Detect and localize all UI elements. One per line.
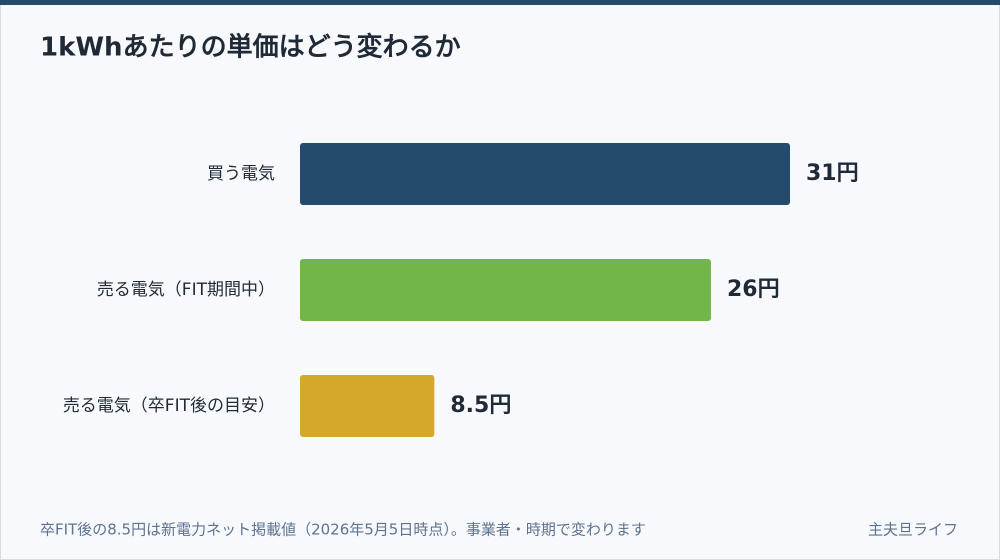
top-border <box>0 0 1000 5</box>
value-label: 8.5円 <box>450 393 511 418</box>
bar <box>300 375 435 437</box>
bar <box>300 259 711 321</box>
source: 主夫旦ライフ <box>868 521 958 539</box>
category-label: 売る電気（FIT期間中） <box>97 280 275 300</box>
value-label: 26円 <box>727 277 780 302</box>
category-label: 買う電気 <box>207 164 275 184</box>
chart-title: 1kWhあたりの単価はどう変わるか <box>40 32 461 63</box>
category-label: 売る電気（卒FIT後の目安） <box>63 396 275 416</box>
note: 卒FIT後の8.5円は新電力ネット掲載値（2026年5月5日時点）。事業者・時期… <box>40 521 646 539</box>
value-label: 31円 <box>806 161 859 186</box>
bar <box>300 143 790 205</box>
